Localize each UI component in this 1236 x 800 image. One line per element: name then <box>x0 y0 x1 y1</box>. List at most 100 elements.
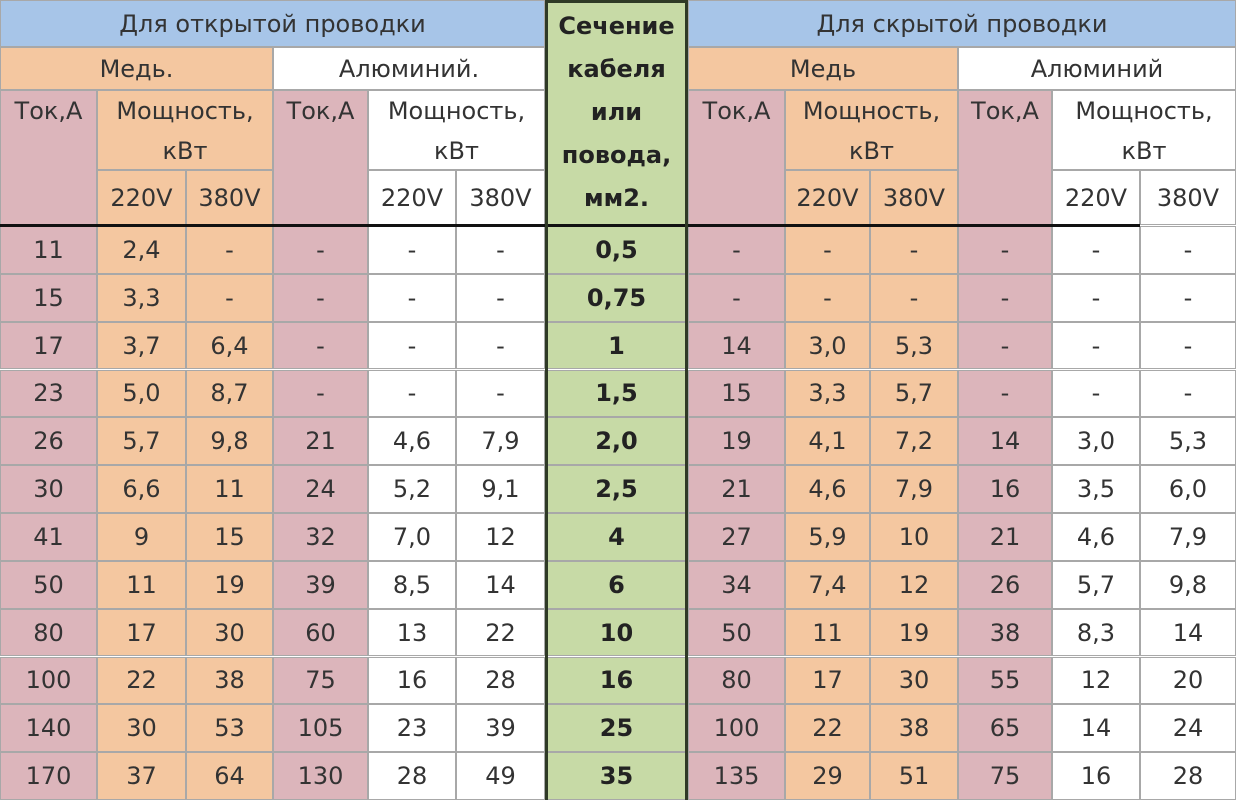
data-cell: 2,4 <box>97 226 186 274</box>
data-cell: 5,7 <box>870 369 958 418</box>
data-cell: 4,6 <box>785 465 870 513</box>
data-cell: 8,3 <box>1052 608 1140 657</box>
data-cell: 140 <box>0 704 97 753</box>
data-cell: 50 <box>0 560 97 609</box>
data-cell: 16 <box>368 656 456 705</box>
data-cell: 11 <box>0 226 97 274</box>
data-cell: - <box>456 321 545 370</box>
data-cell: 14 <box>958 417 1052 466</box>
data-cell: 19 <box>186 560 273 609</box>
data-cell: 19 <box>688 417 785 466</box>
section-cell: 35 <box>545 752 688 800</box>
data-cell: 7,9 <box>456 417 545 466</box>
section-cell: 1,5 <box>545 369 688 418</box>
header-cell: 220V <box>368 170 456 225</box>
data-cell: 7,9 <box>870 465 958 513</box>
data-cell: 21 <box>273 417 368 466</box>
data-cell: - <box>1140 226 1236 274</box>
data-cell: 10 <box>870 513 958 561</box>
data-cell: 23 <box>0 369 97 418</box>
data-cell: - <box>273 321 368 370</box>
data-cell: 24 <box>1140 704 1236 753</box>
data-cell: 75 <box>273 656 368 705</box>
data-cell: 64 <box>186 752 273 800</box>
data-cell: - <box>186 273 273 322</box>
data-cell: 19 <box>870 608 958 657</box>
data-cell: - <box>186 226 273 274</box>
header-cell: Для открытой проводки <box>0 0 545 47</box>
data-cell: 32 <box>273 513 368 561</box>
data-cell: 8,7 <box>186 369 273 418</box>
data-cell: 16 <box>958 465 1052 513</box>
data-cell: - <box>456 273 545 322</box>
header-cell: Мощность, кВт <box>1052 90 1236 170</box>
data-cell: - <box>958 226 1052 274</box>
data-cell: 14 <box>1052 704 1140 753</box>
data-cell: 5,0 <box>97 369 186 418</box>
data-cell: 8,5 <box>368 560 456 609</box>
data-cell: - <box>1140 273 1236 322</box>
data-cell: 28 <box>456 656 545 705</box>
header-cell: Алюминий <box>958 47 1236 90</box>
data-cell: - <box>456 226 545 274</box>
data-cell: 3,5 <box>1052 465 1140 513</box>
data-cell: 38 <box>870 704 958 753</box>
data-cell: 7,0 <box>368 513 456 561</box>
data-cell: 105 <box>273 704 368 753</box>
data-cell: 53 <box>186 704 273 753</box>
data-cell: 80 <box>0 608 97 657</box>
data-cell: 4,6 <box>1052 513 1140 561</box>
data-cell: 51 <box>870 752 958 800</box>
data-cell: 6,4 <box>186 321 273 370</box>
data-cell: 80 <box>688 656 785 705</box>
data-cell: 22 <box>97 656 186 705</box>
data-cell: 3,0 <box>1052 417 1140 466</box>
data-cell: - <box>688 273 785 322</box>
data-cell: 9,8 <box>186 417 273 466</box>
section-cell: 16 <box>545 656 688 705</box>
data-cell: 17 <box>0 321 97 370</box>
header-cell: Алюминий. <box>273 47 545 90</box>
data-cell: - <box>870 273 958 322</box>
data-cell: 130 <box>273 752 368 800</box>
header-cell: Медь <box>688 47 958 90</box>
data-cell: 4,6 <box>368 417 456 466</box>
header-cell: Мощность, кВт <box>785 90 958 170</box>
data-cell: 39 <box>273 560 368 609</box>
data-cell: 3,7 <box>97 321 186 370</box>
header-rule <box>0 224 1140 227</box>
data-cell: 29 <box>785 752 870 800</box>
header-cell: Ток,А <box>958 90 1052 225</box>
section-line: Сечение <box>558 12 675 40</box>
data-cell: 38 <box>186 656 273 705</box>
data-cell: 7,9 <box>1140 513 1236 561</box>
section-cell: 1 <box>545 321 688 370</box>
header-cell: 220V <box>97 170 186 225</box>
data-cell: 24 <box>273 465 368 513</box>
data-cell: 11 <box>186 465 273 513</box>
data-cell: 7,2 <box>870 417 958 466</box>
data-cell: 55 <box>958 656 1052 705</box>
header-cell: 220V <box>1052 170 1140 225</box>
data-cell: - <box>1052 273 1140 322</box>
data-cell: 9 <box>97 513 186 561</box>
data-cell: - <box>958 369 1052 418</box>
section-header: Сечение кабеля или повода, мм2. <box>545 0 688 225</box>
header-cell: 380V <box>456 170 545 225</box>
data-cell: 14 <box>688 321 785 370</box>
data-cell: 41 <box>0 513 97 561</box>
data-cell: 26 <box>0 417 97 466</box>
data-cell: 16 <box>1052 752 1140 800</box>
data-cell: 17 <box>97 608 186 657</box>
section-line: мм2. <box>583 184 650 212</box>
data-cell: 7,4 <box>785 560 870 609</box>
header-cell: Мощность, кВт <box>97 90 273 170</box>
header-cell: Медь. <box>0 47 273 90</box>
data-cell: - <box>1140 369 1236 418</box>
data-cell: 6,6 <box>97 465 186 513</box>
data-cell: 13 <box>368 608 456 657</box>
data-cell: - <box>368 226 456 274</box>
data-cell: 5,7 <box>1052 560 1140 609</box>
data-cell: 15 <box>688 369 785 418</box>
data-cell: 5,3 <box>870 321 958 370</box>
